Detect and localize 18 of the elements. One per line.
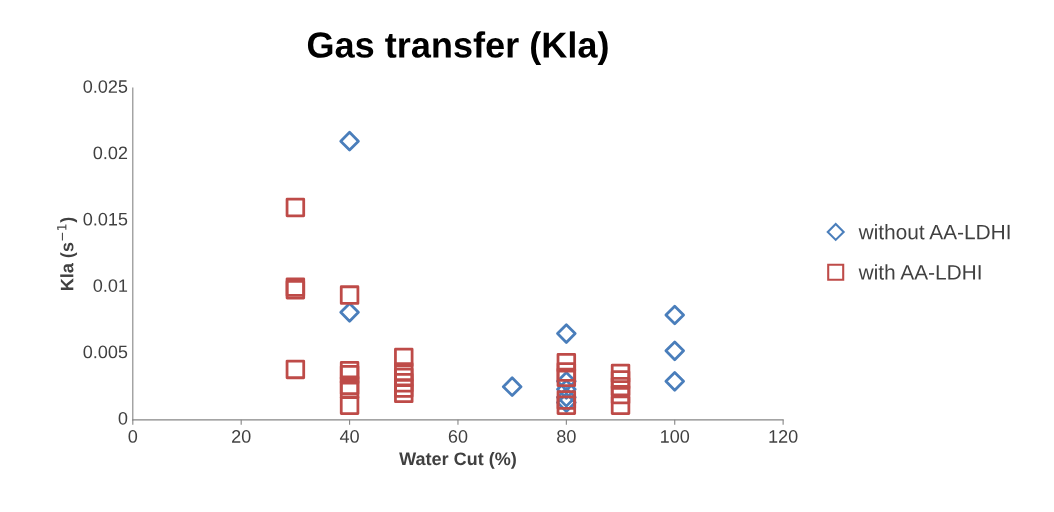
y-tick-label: 0.02 xyxy=(93,146,128,160)
legend-label: without AA-LDHI xyxy=(858,224,1010,240)
x-tick-label: 20 xyxy=(232,430,251,443)
y-tick-label: 0.005 xyxy=(83,345,128,359)
x-tick-label: 60 xyxy=(448,430,468,443)
y-tick-label: 0.025 xyxy=(83,80,128,93)
y-tick-label: 0.015 xyxy=(83,212,128,226)
x-axis-title: Water Cut (%) xyxy=(399,451,516,469)
y-tick-label: 0 xyxy=(118,411,128,425)
y-tick-label: 0.01 xyxy=(93,279,128,292)
legend-label: with AA-LDHI xyxy=(858,264,981,280)
x-tick-label: 40 xyxy=(339,430,359,443)
x-tick-label: 80 xyxy=(557,430,576,443)
x-tick-label: 100 xyxy=(661,430,690,443)
y-axis-title: Kla (s$^{−1}$) xyxy=(57,217,78,291)
x-tick-label: 0 xyxy=(128,430,138,443)
x-tick-label: 120 xyxy=(769,430,798,443)
chart-title: Gas transfer (Kla) xyxy=(307,31,608,65)
